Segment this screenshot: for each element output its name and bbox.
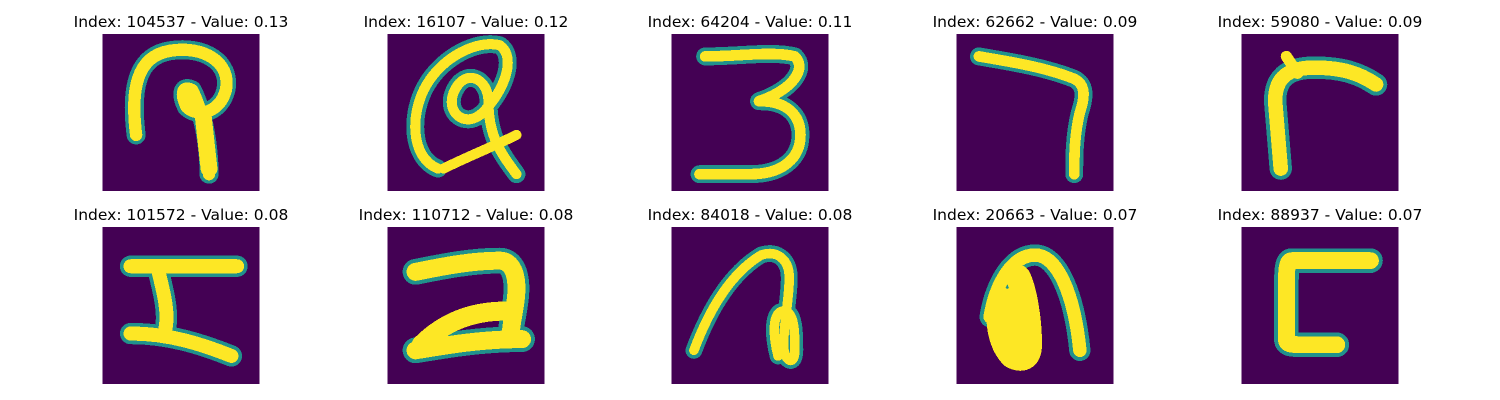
digit-image <box>102 227 260 384</box>
panel-title: Index: 64204 - Value: 0.11 <box>647 13 853 31</box>
digit-image <box>956 34 1114 191</box>
digit-image <box>671 34 829 191</box>
panel-title: Index: 20663 - Value: 0.07 <box>932 206 1138 224</box>
digit-image <box>1241 34 1399 191</box>
panel-title: Index: 16107 - Value: 0.12 <box>363 13 569 31</box>
digit-image <box>956 227 1114 384</box>
digit-image <box>387 34 545 191</box>
panel-title: Index: 62662 - Value: 0.09 <box>932 13 1138 31</box>
panel-title: Index: 101572 - Value: 0.08 <box>73 206 289 224</box>
digit-image <box>102 34 260 191</box>
panel-title: Index: 88937 - Value: 0.07 <box>1217 206 1423 224</box>
panel-title: Index: 59080 - Value: 0.09 <box>1217 13 1423 31</box>
digit-image <box>671 227 829 384</box>
panel-title: Index: 84018 - Value: 0.08 <box>647 206 853 224</box>
panel-title: Index: 104537 - Value: 0.13 <box>73 13 289 31</box>
digit-image <box>387 227 545 384</box>
panel-title: Index: 110712 - Value: 0.08 <box>358 206 574 224</box>
digit-image <box>1241 227 1399 384</box>
